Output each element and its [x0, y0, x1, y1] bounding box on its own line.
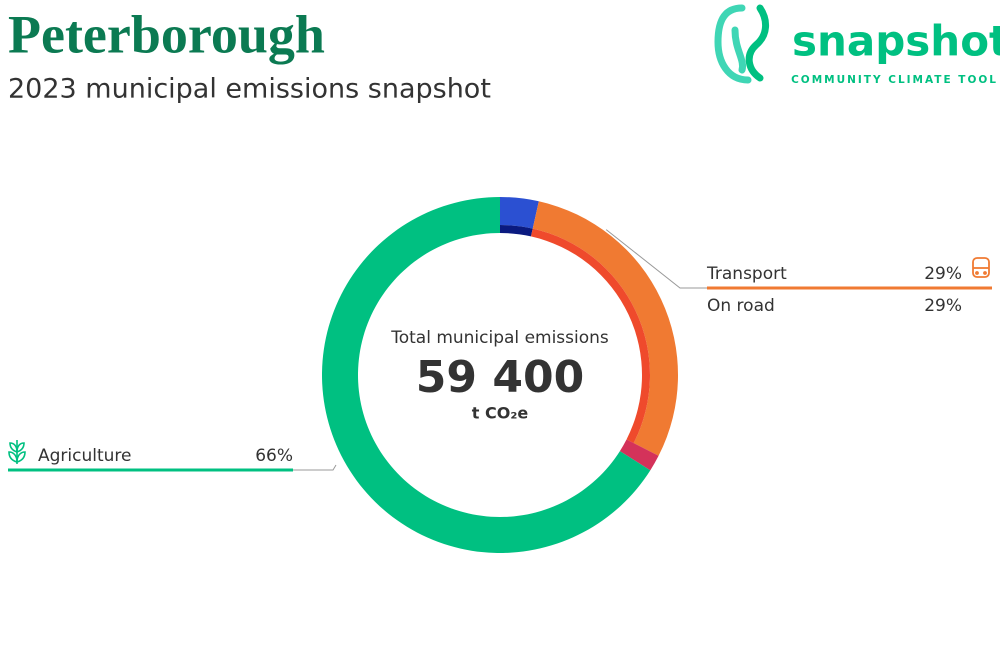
total: 59 400 — [416, 352, 584, 403]
sub-label: On road — [707, 296, 775, 316]
category-label: Agriculture — [38, 446, 132, 466]
center-label: Total municipal emissions — [390, 328, 609, 348]
value-label: 66% — [255, 446, 293, 466]
sub-segment — [530, 228, 650, 444]
train-icon — [972, 257, 990, 278]
category-label: Transport — [706, 264, 787, 284]
leader-line — [293, 464, 337, 471]
value-label: 29% — [924, 264, 962, 284]
logo-name: snapshot — [792, 17, 1000, 66]
logo-tagline: COMMUNITY CLIMATE TOOL — [791, 74, 998, 86]
unit: t CO₂e — [472, 404, 529, 423]
segment — [500, 197, 539, 229]
subtitle: 2023 municipal emissions snapshot — [8, 74, 491, 105]
sub-segment — [500, 225, 533, 237]
title: Peterborough — [8, 4, 325, 64]
logo-mark — [714, 4, 769, 84]
segment — [532, 201, 678, 456]
leader-line — [605, 229, 707, 289]
wheat-icon — [8, 440, 26, 464]
sub-value-label: 29% — [924, 296, 962, 316]
segment — [619, 439, 659, 471]
